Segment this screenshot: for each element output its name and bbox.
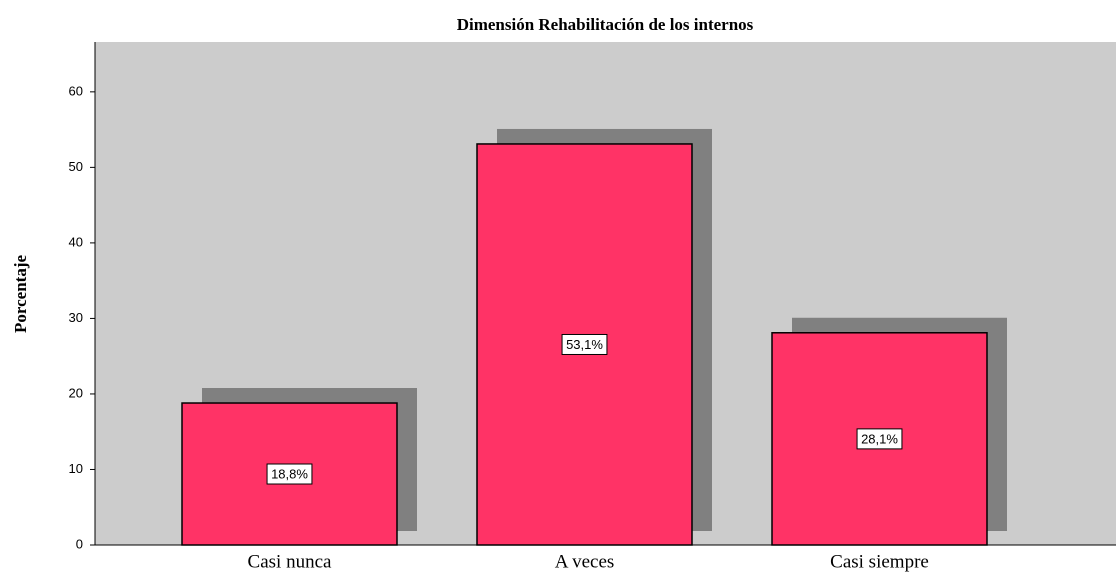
value-label: 28,1% [861, 431, 898, 446]
y-tick-label: 40 [69, 234, 83, 249]
value-label-box [856, 428, 903, 450]
y-tick-label: 0 [76, 536, 83, 551]
y-tick-label: 50 [69, 159, 83, 174]
x-tick-label: A veces [555, 551, 615, 572]
y-tick-label: 10 [69, 461, 83, 476]
y-tick-label: 30 [69, 310, 83, 325]
y-tick-label: 20 [69, 385, 83, 400]
value-label: 53,1% [566, 337, 603, 352]
value-label: 18,8% [271, 466, 308, 481]
y-tick-label: 60 [69, 83, 83, 98]
value-label-box [266, 463, 313, 485]
x-tick-label: Casi nunca [248, 551, 332, 572]
value-label-box [561, 333, 608, 355]
chart-title: Dimensión Rehabilitación de los internos [457, 15, 754, 34]
x-tick-label: Casi siempre [830, 551, 929, 572]
y-axis-label: Porcentaje [11, 255, 30, 333]
